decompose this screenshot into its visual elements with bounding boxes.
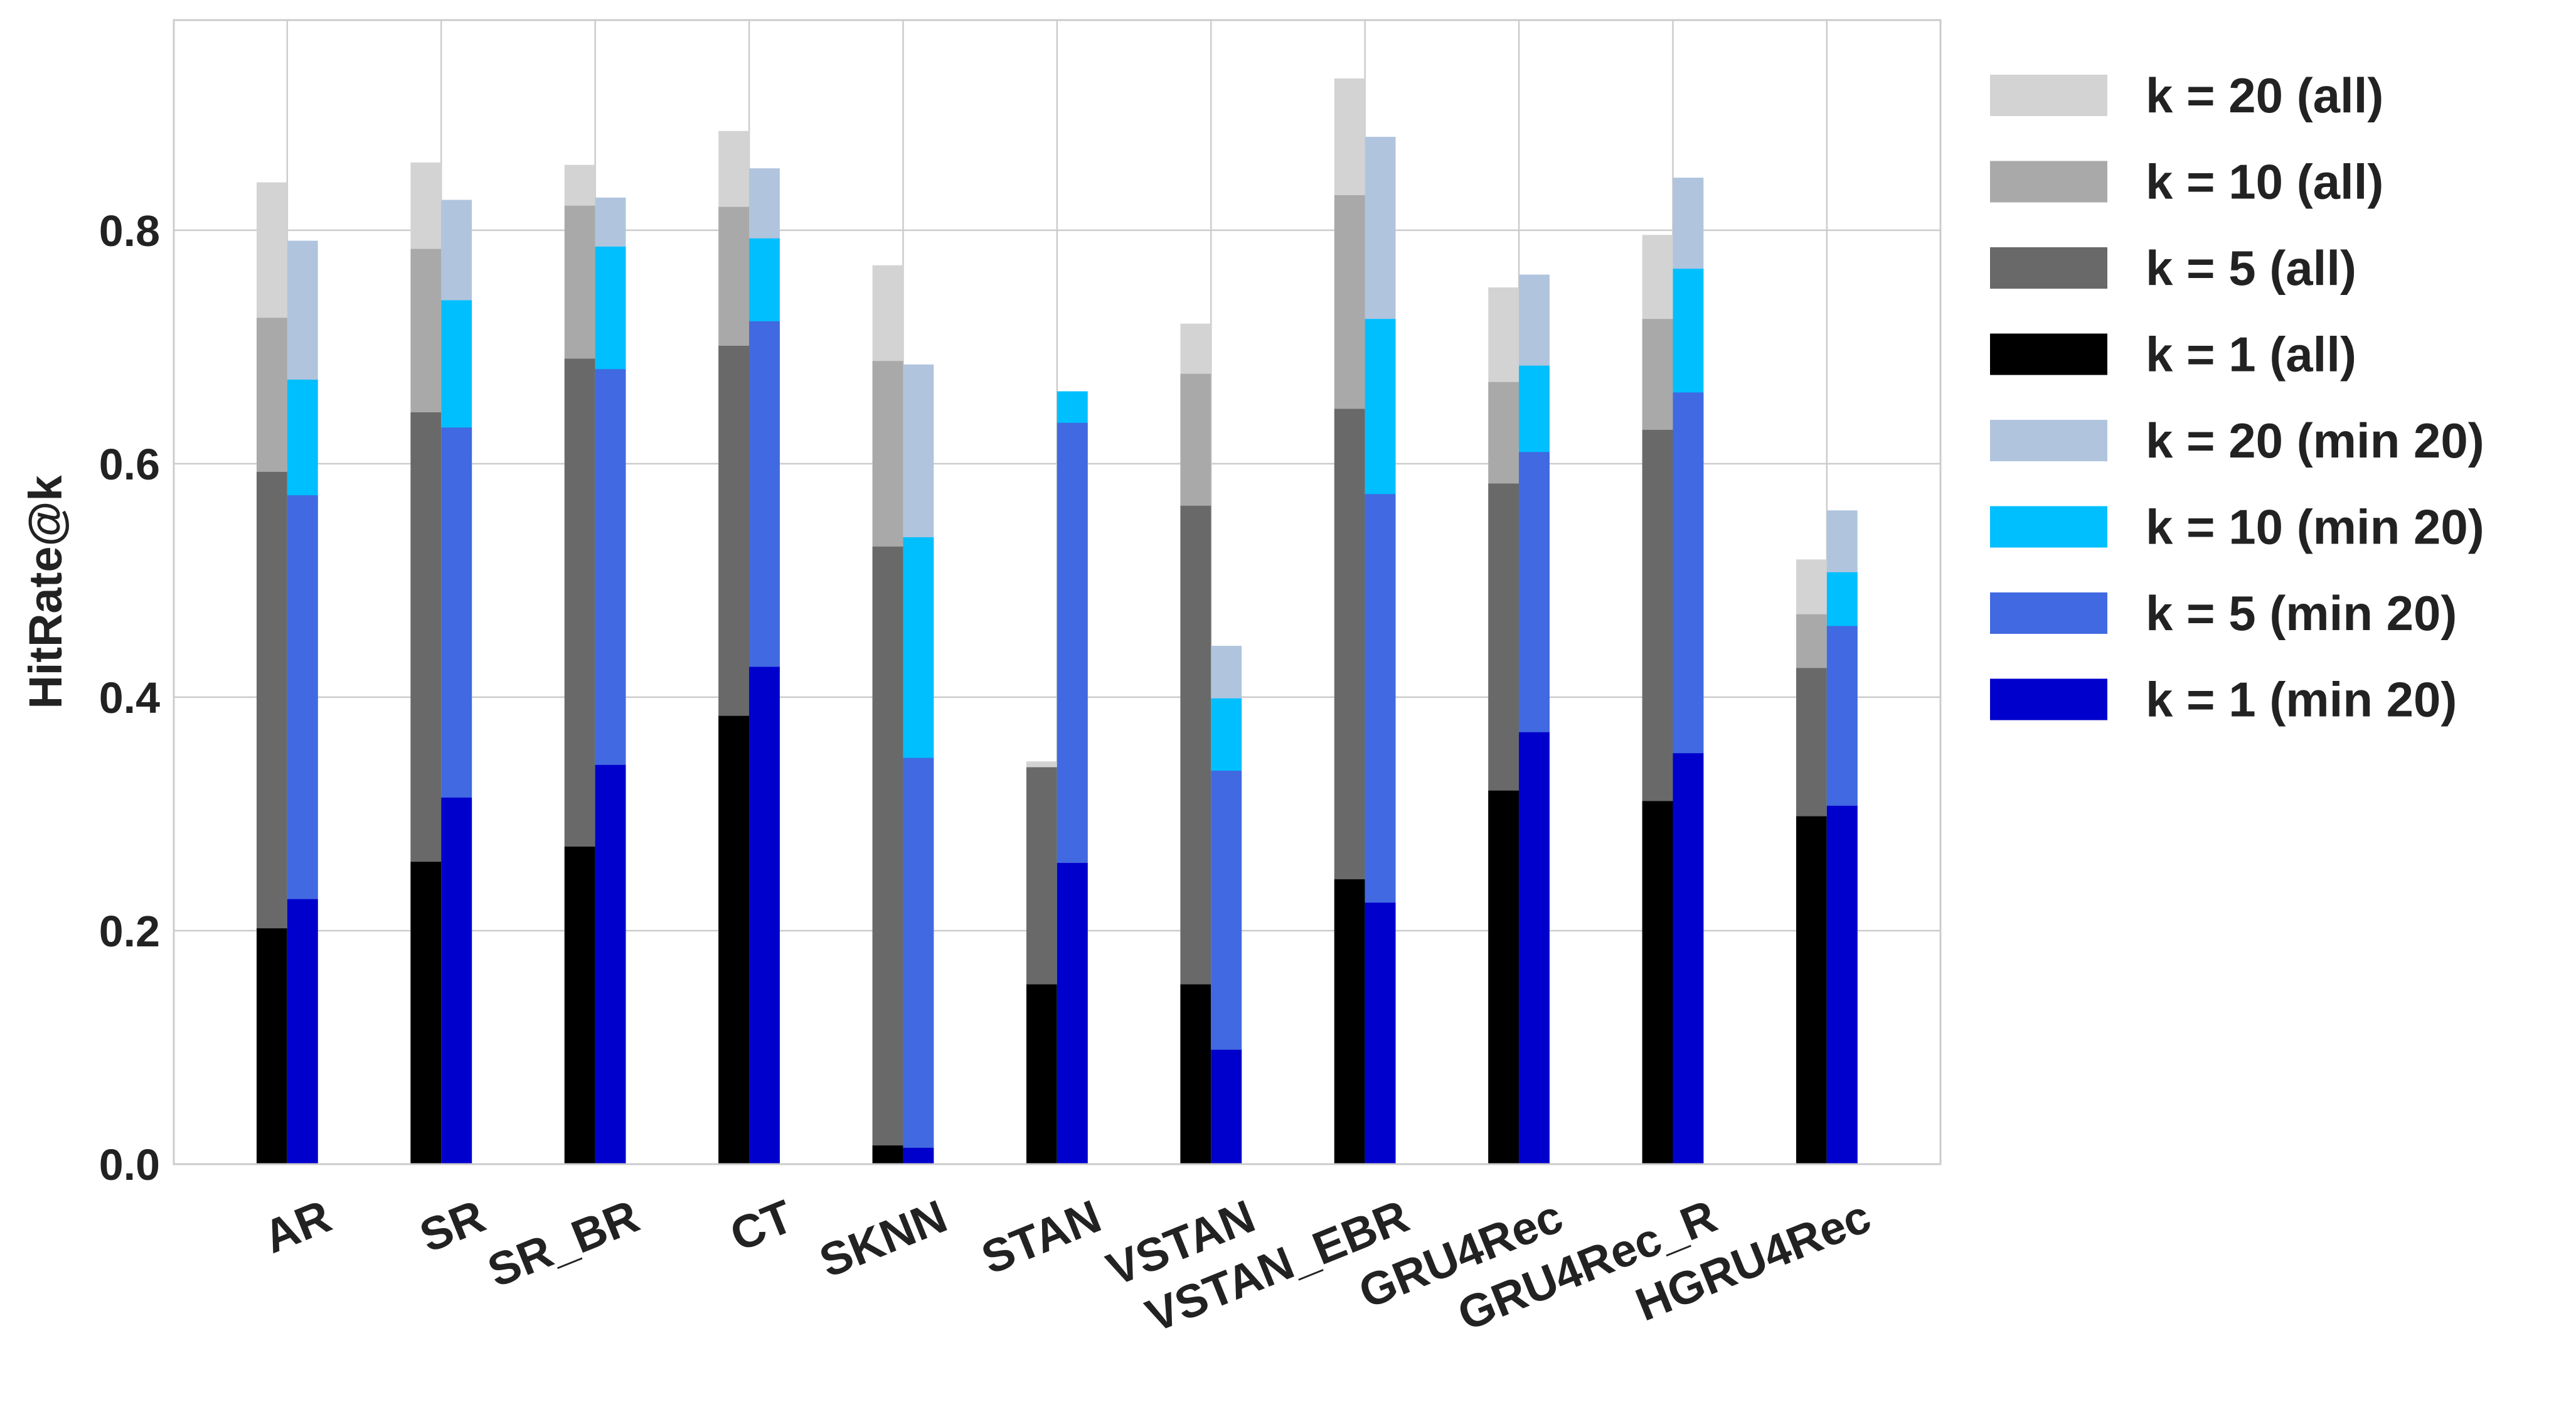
bar-ct-k-1-min-20 bbox=[749, 666, 780, 1164]
bar-gru4rec-k-1-min-20 bbox=[1519, 732, 1550, 1164]
bar-stan-k-1-min-20 bbox=[1056, 863, 1088, 1164]
y-tick-label: 0.6 bbox=[99, 440, 160, 489]
legend-label: k = 1 (all) bbox=[2146, 327, 2356, 382]
legend-swatch bbox=[1990, 161, 2107, 203]
bar-vstan-ebr-k-1-min-20 bbox=[1365, 902, 1396, 1164]
bar-gru4rec-r-k-1-all bbox=[1642, 801, 1673, 1164]
bar-hgru4rec-k-1-all bbox=[1796, 816, 1827, 1164]
legend-swatch bbox=[1990, 678, 2107, 720]
bar-ct-k-1-all bbox=[718, 715, 750, 1164]
bar-sknn-k-1-all bbox=[872, 1145, 903, 1164]
bar-ar-k-1-all bbox=[257, 928, 287, 1164]
bar-sr-k-1-all bbox=[410, 862, 442, 1164]
y-tick-labels: 0.0 0.2 0.4 0.6 0.8 bbox=[99, 206, 160, 1189]
y-tick-label: 0.2 bbox=[99, 907, 160, 956]
legend-label: k = 20 (min 20) bbox=[2146, 413, 2484, 468]
legend-swatch bbox=[1990, 333, 2107, 375]
legend-label: k = 20 (all) bbox=[2146, 68, 2383, 123]
y-axis-label: HitRate@k bbox=[19, 474, 72, 709]
legend-swatch bbox=[1990, 75, 2107, 116]
legend-label: k = 5 (all) bbox=[2146, 240, 2356, 296]
y-tick-label: 0.8 bbox=[99, 206, 160, 255]
bar-sr-k-1-min-20 bbox=[441, 797, 472, 1164]
bar-stan-k-1-all bbox=[1026, 984, 1057, 1164]
legend-label: k = 10 (min 20) bbox=[2146, 500, 2484, 555]
y-tick-label: 0.0 bbox=[99, 1140, 160, 1189]
bar-gru4rec-r-k-1-min-20 bbox=[1673, 753, 1704, 1164]
legend: k = 20 (all) k = 10 (all) k = 5 (all) k = 1… bbox=[1990, 68, 2484, 727]
bar-groups bbox=[257, 78, 1858, 1165]
bar-sknn-k-5-min-20 bbox=[903, 757, 934, 1164]
bar-vstan-k-1-all bbox=[1180, 984, 1211, 1164]
legend-label: k = 1 (min 20) bbox=[2146, 672, 2457, 727]
bar-sknn-k-5-all bbox=[872, 546, 903, 1164]
legend-swatch bbox=[1990, 247, 2107, 289]
bar-sknn-k-1-min-20 bbox=[903, 1147, 934, 1164]
legend-label: k = 10 (all) bbox=[2146, 154, 2383, 210]
legend-swatch bbox=[1990, 420, 2107, 461]
y-tick-label: 0.4 bbox=[99, 673, 160, 722]
bar-gru4rec-k-1-all bbox=[1488, 790, 1520, 1164]
legend-label: k = 5 (min 20) bbox=[2146, 586, 2457, 641]
bar-vstan-k-1-min-20 bbox=[1211, 1049, 1242, 1164]
bar-vstan-ebr-k-1-all bbox=[1334, 879, 1365, 1164]
legend-swatch bbox=[1990, 506, 2107, 548]
bar-hgru4rec-k-1-min-20 bbox=[1826, 805, 1858, 1164]
plot-frame bbox=[173, 19, 1942, 1165]
legend-swatch bbox=[1990, 592, 2107, 634]
bar-sr-br-k-1-min-20 bbox=[595, 764, 626, 1164]
bar-ar-k-1-min-20 bbox=[287, 899, 318, 1164]
bar-sr-br-k-1-all bbox=[564, 847, 595, 1164]
